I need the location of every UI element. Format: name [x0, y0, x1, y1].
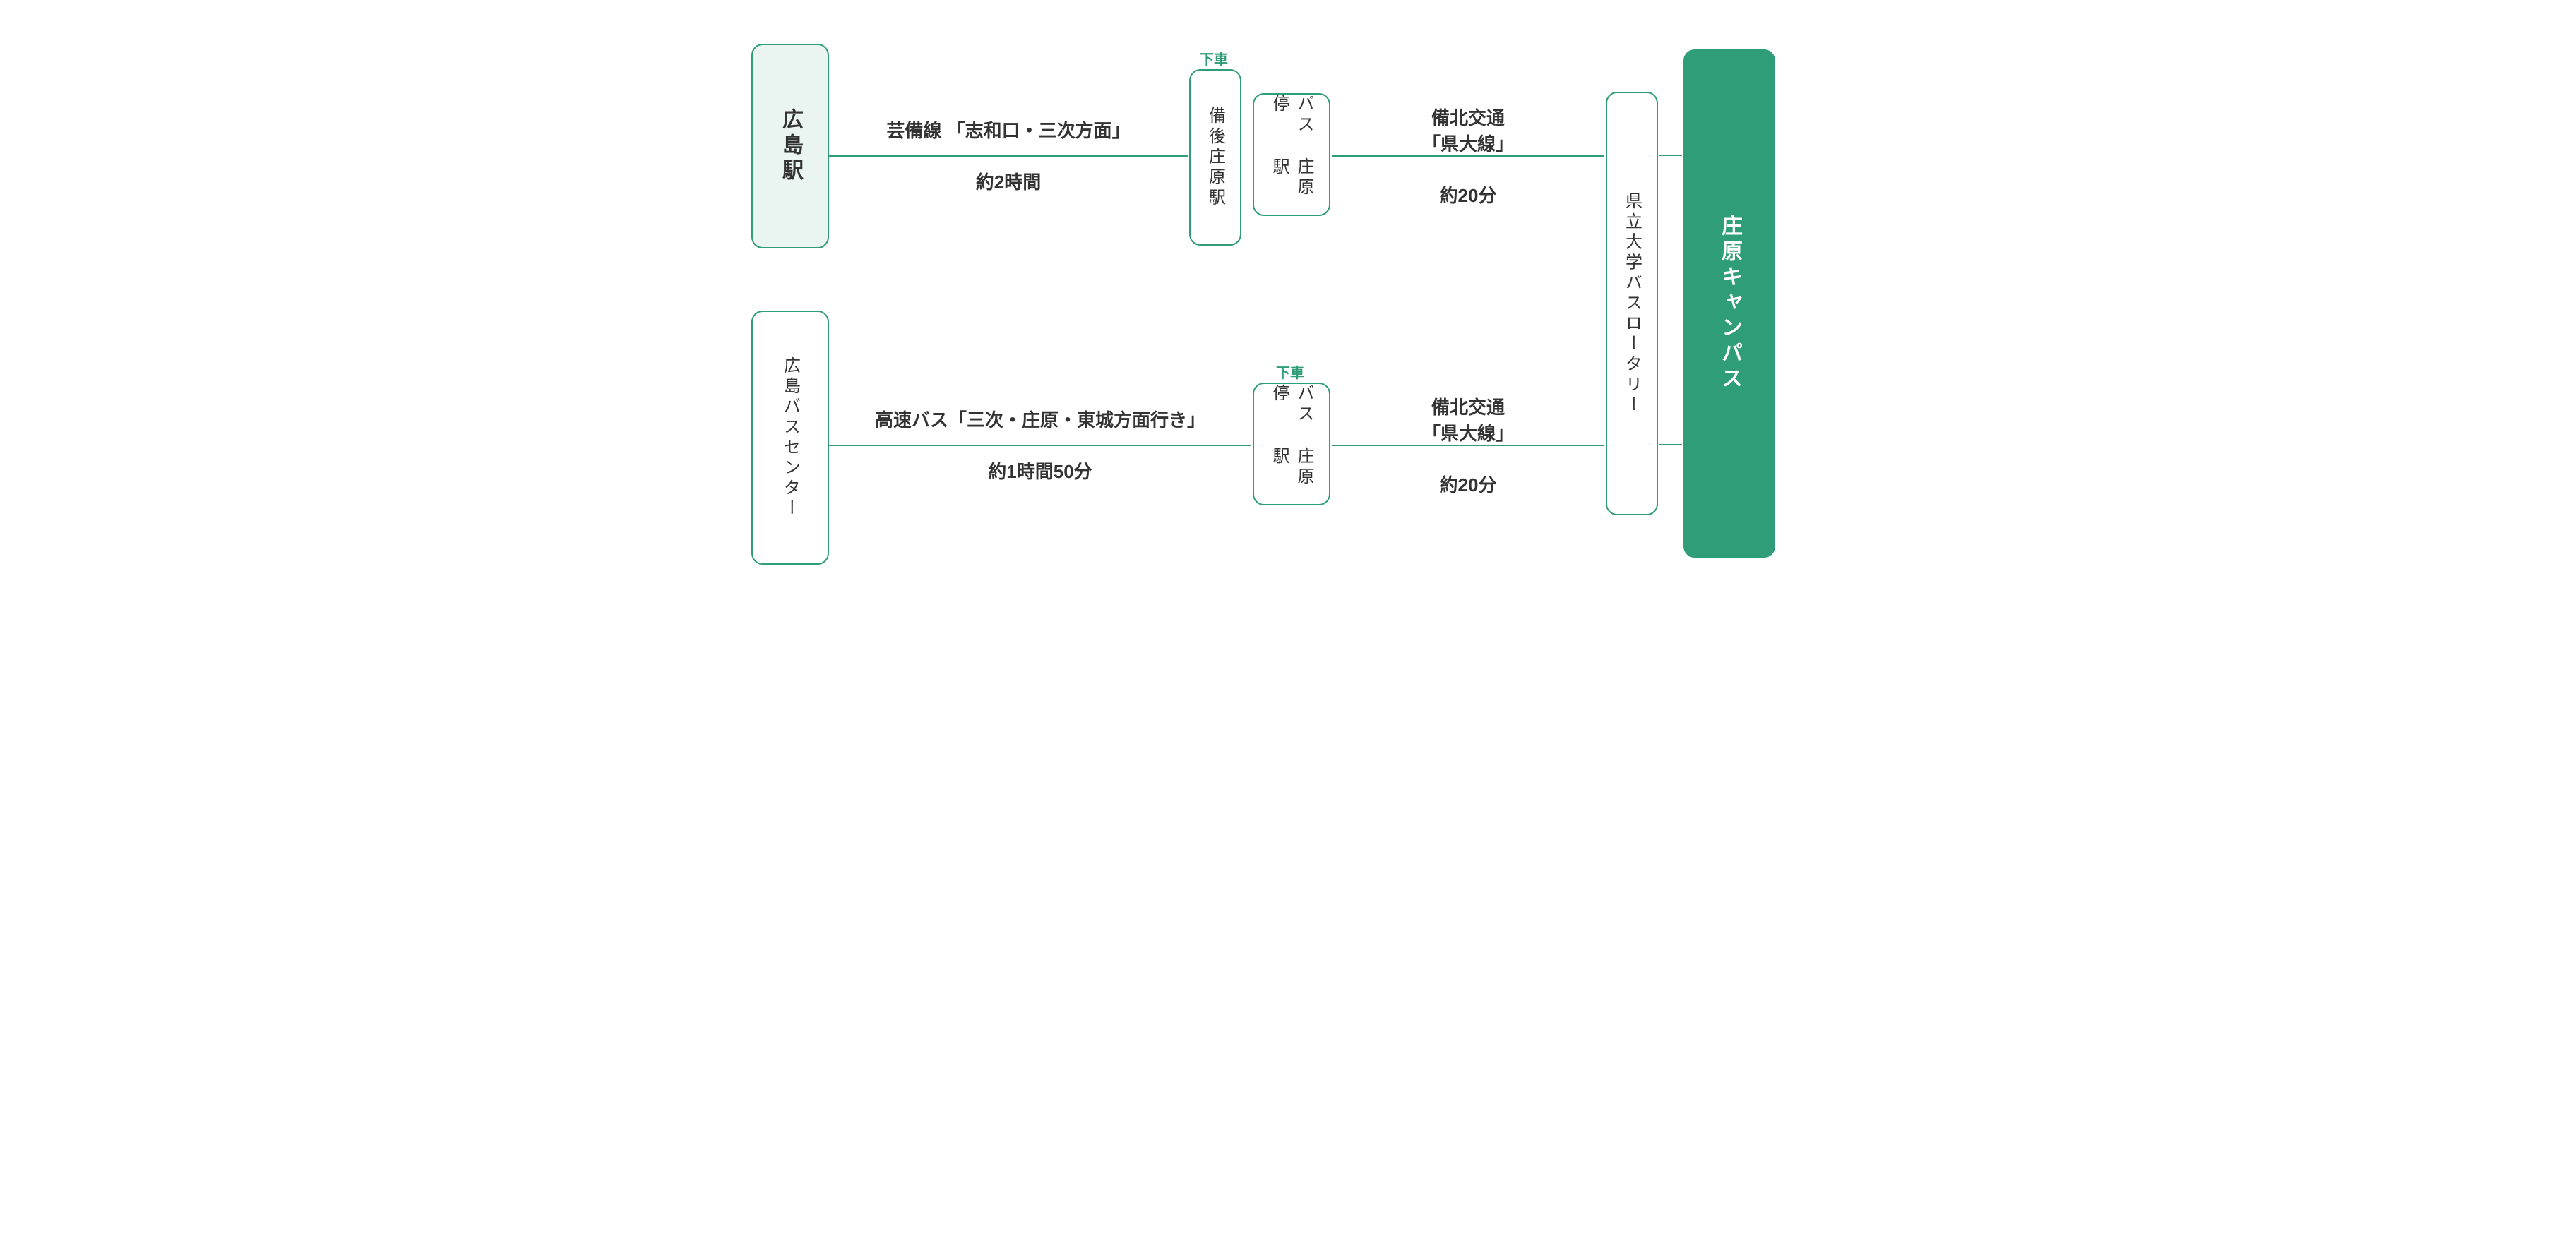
- connector-line: [1659, 155, 1682, 156]
- segment-duration: 約1時間50分: [829, 457, 1251, 484]
- segment-geibi-line: 芸備線 「志和口・三次方面」 約2時間: [829, 113, 1188, 198]
- node-university-bus-rotary: 県立大学バスロータリー: [1606, 92, 1658, 515]
- node-label: 県立大学バスロータリー: [1620, 192, 1645, 416]
- connector-line: [1659, 444, 1682, 445]
- segment-bihoku-bus-1: 備北交通「県大線」 約20分: [1332, 95, 1604, 215]
- segment-route-label: 備北交通「県大線」: [1332, 393, 1604, 445]
- segment-bihoku-bus-2: 備北交通「県大線」 約20分: [1332, 385, 1604, 505]
- connector-line: [829, 445, 1251, 446]
- node-label: 広島バスセンター: [778, 356, 803, 519]
- node-shobara-campus: 庄原キャンパス: [1683, 49, 1775, 558]
- node-hiroshima-bus-center: 広島バスセンター: [751, 311, 829, 565]
- node-hiroshima-station: 広島駅: [751, 44, 829, 248]
- segment-route-label: 芸備線 「志和口・三次方面」: [829, 116, 1188, 143]
- node-label: 備後庄原駅: [1203, 107, 1228, 208]
- alight-tag: 下車: [1276, 361, 1304, 382]
- connector-line: [829, 155, 1188, 157]
- node-label: 広島駅: [775, 108, 806, 184]
- segment-duration: 約2時間: [829, 168, 1188, 194]
- segment-connector: [1659, 444, 1682, 445]
- segment-highway-bus: 高速バス「三次・庄原・東城方面行き」 約1時間50分: [829, 402, 1251, 487]
- node-shobara-bus-stop-1: 庄原駅バス停: [1253, 93, 1330, 216]
- node-label: 庄原駅バス停: [1267, 95, 1316, 215]
- node-label: 庄原キャンパス: [1714, 215, 1745, 392]
- segment-duration: 約20分: [1332, 471, 1604, 497]
- node-bingo-shobara-station: 備後庄原駅: [1189, 69, 1241, 246]
- node-shobara-bus-stop-2: 庄原駅バス停: [1253, 383, 1330, 505]
- access-diagram: 広島駅 広島バスセンター 下車 備後庄原駅 庄原駅バス停 下車 庄原駅バス停 県…: [744, 28, 1832, 565]
- alight-tag: 下車: [1200, 48, 1228, 68]
- segment-route-label: 高速バス「三次・庄原・東城方面行き」: [829, 406, 1251, 432]
- segment-connector: [1659, 155, 1682, 156]
- segment-route-label: 備北交通「県大線」: [1332, 104, 1604, 156]
- segment-duration: 約20分: [1332, 181, 1604, 208]
- node-label: 庄原駅バス停: [1267, 384, 1316, 504]
